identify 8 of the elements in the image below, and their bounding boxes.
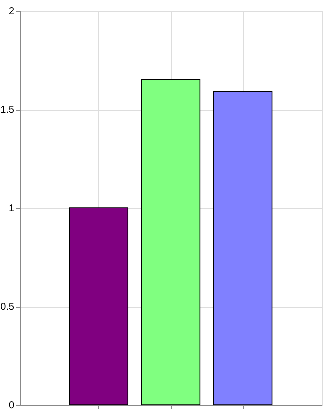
bar bbox=[69, 208, 129, 406]
y-tick-label: 2 bbox=[8, 6, 15, 18]
y-tick-label: 0.5 bbox=[0, 302, 15, 313]
y-tick-label: 0 bbox=[8, 400, 15, 411]
y-tick-label: 1 bbox=[8, 204, 15, 214]
y-tick-label: 1.5 bbox=[0, 105, 15, 116]
bar bbox=[141, 80, 201, 406]
bar bbox=[213, 91, 273, 406]
